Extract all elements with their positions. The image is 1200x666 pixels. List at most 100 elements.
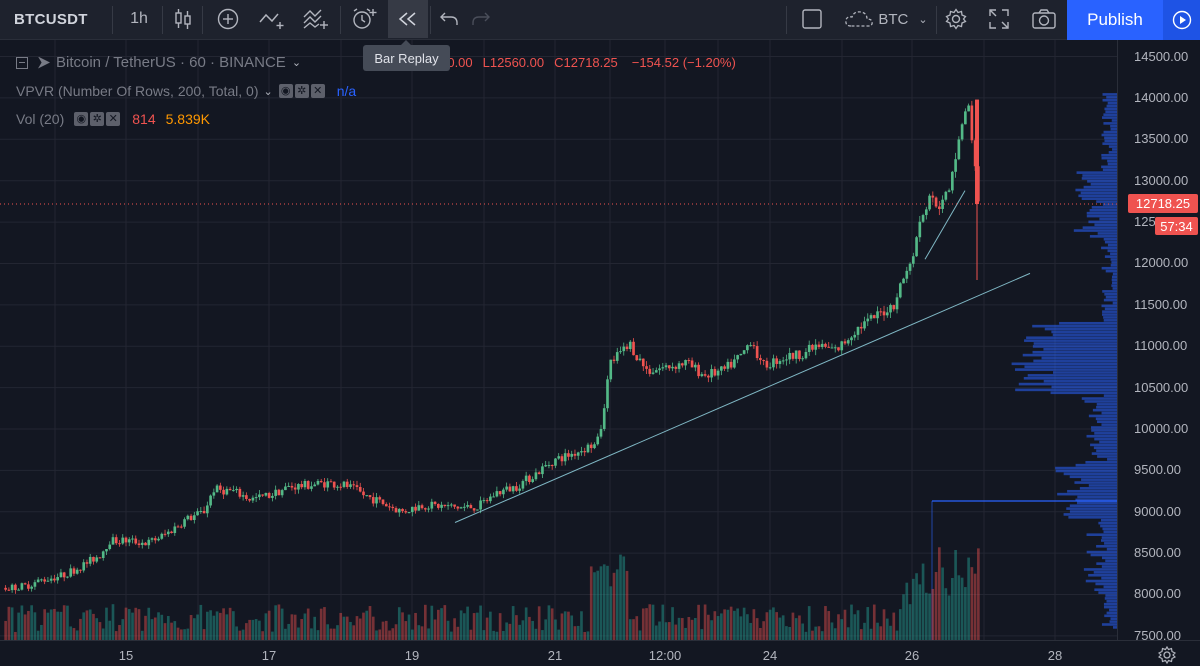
candle-body [241,495,245,497]
publish-button[interactable]: Publish [1067,0,1163,40]
close-icon[interactable]: ✕ [310,84,325,98]
toolbar-divider [786,6,787,34]
candle-body [352,484,356,486]
compare-button[interactable] [208,0,248,38]
chevron-down-icon[interactable]: ⌄ [263,85,273,98]
vpvr-bar [1109,620,1117,623]
redo-button[interactable] [466,0,496,38]
toolbar-divider [162,6,163,34]
candle-body [92,556,95,562]
settings-icon[interactable]: ✲ [294,84,309,98]
snapshot-button[interactable] [1024,0,1064,38]
candle-body [524,475,528,482]
price-tick-label: 14000.00 [1134,89,1189,105]
candle-body [202,510,206,514]
templates-icon [303,9,328,29]
volume-bar [807,606,811,640]
candle-body [157,538,160,541]
chevron-down-icon[interactable]: ⌄ [291,57,302,69]
vpvr-bar [1106,611,1117,615]
volume-bar [147,607,151,640]
time-axis[interactable] [0,640,1200,666]
candle-body [537,472,541,475]
volume-bar [898,609,902,640]
chart-pane[interactable] [0,40,1117,640]
bar-replay-button[interactable] [388,0,428,38]
volume-title[interactable]: Vol (20) [16,111,65,127]
candle-body [349,484,352,487]
vpvr-bar [1101,536,1117,539]
candle-body [872,315,876,319]
volume-bar [729,606,733,640]
close-icon[interactable]: ✕ [106,112,121,126]
axis-settings-button[interactable] [1157,645,1177,666]
candle-body [736,355,739,360]
candle-body [339,486,343,488]
vpvr-bar [1018,382,1117,386]
volume-bar [482,630,486,640]
candle-body [150,538,154,540]
candle-body [599,428,603,437]
vpvr-bar [1103,113,1117,116]
indicators-button[interactable] [252,0,292,38]
alert-button[interactable] [344,0,384,38]
templates-button[interactable] [296,0,336,38]
candle-body [589,444,593,449]
candle-body [101,551,105,559]
volume-bar [423,604,427,640]
eye-icon[interactable]: ◉ [278,84,293,98]
settings-button[interactable] [938,0,974,38]
candle-body [342,481,346,487]
volume-bar [671,607,674,640]
candle-body [544,465,548,467]
candle-body [505,486,508,490]
candle-body [144,542,147,546]
candle-body [690,360,694,368]
eye-icon[interactable]: ◉ [74,112,89,126]
vpvr-bar [1103,602,1117,606]
vpvr-title[interactable]: VPVR (Number Of Rows, 200, Total, 0) [16,83,259,99]
candle-body [463,506,466,508]
play-circle-icon [1172,10,1191,30]
publish-menu-button[interactable] [1163,0,1200,40]
candle-body [56,577,60,581]
candle-body [375,497,378,504]
price-tick-label: 8500.00 [1134,545,1181,561]
candle-body [941,199,944,209]
vpvr-bar [1101,156,1117,160]
price-tick-label: 10000.00 [1134,420,1189,436]
chart-style-button[interactable] [166,0,200,38]
settings-icon[interactable]: ✲ [90,112,105,126]
candle-body [196,511,199,516]
price-axis[interactable] [1117,40,1200,640]
candle-body [332,481,336,488]
vpvr-bar [1111,278,1117,282]
main-series-title[interactable]: Bitcoin / TetherUS · 60 · BINANCE [56,54,286,71]
symbol-search[interactable]: BTCUSDT [14,10,88,28]
volume-bar [459,610,463,640]
volume-bar [20,605,24,640]
volume-bar [674,624,678,640]
cloud-save-button[interactable]: BTC ⌄ [838,0,934,38]
volume-bar [694,618,697,640]
fullscreen-button[interactable] [980,0,1018,38]
candle-body [606,379,609,409]
volume-bar [599,566,603,640]
candle-body [219,485,222,490]
volume-bar [863,622,866,640]
vpvr-bar [1057,492,1117,496]
layout-button[interactable] [792,0,832,38]
candle-body [677,363,681,369]
candle-body [723,366,726,369]
vpvr-bar [1095,417,1117,421]
volume-bar [183,629,186,640]
volume-bar [515,615,518,640]
volume-bar [840,619,844,640]
candle-body [547,465,551,467]
collapse-legend-icon[interactable] [16,56,28,69]
volume-bar [941,567,944,640]
interval-button[interactable]: 1h [130,10,148,27]
candle-body [684,360,687,366]
undo-button[interactable] [434,0,464,38]
candle-body [329,481,333,483]
